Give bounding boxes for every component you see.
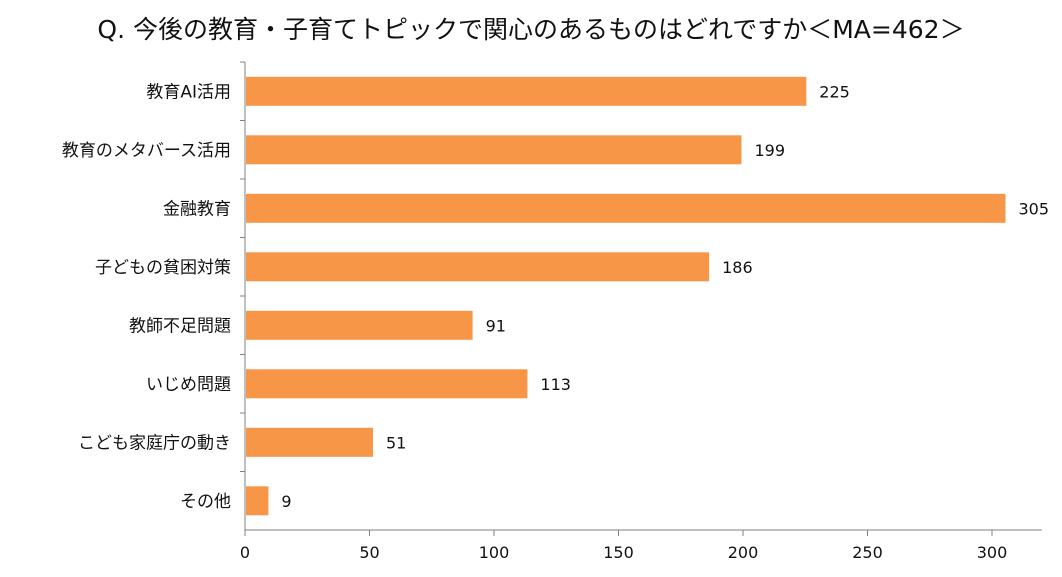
x-tick-label: 200: [728, 543, 759, 562]
x-tick-label: 250: [852, 543, 883, 562]
chart-title: Q. 今後の教育・子育てトピックで関心のあるものはどれですか＜MA=462＞: [97, 15, 965, 44]
category-label: こども家庭庁の動き: [78, 433, 231, 453]
bar: [246, 193, 1006, 223]
x-tick-label: 50: [359, 543, 379, 562]
bar: [246, 252, 710, 282]
value-label: 305: [1019, 199, 1050, 218]
bar: [246, 427, 373, 457]
bar: [246, 310, 473, 340]
value-label: 113: [540, 375, 571, 394]
category-label: いじめ問題: [146, 375, 231, 395]
bar: [246, 135, 742, 165]
bar: [246, 76, 807, 106]
category-label: 子どもの貧困対策: [95, 258, 231, 278]
value-label: 91: [486, 316, 506, 335]
bar: [246, 486, 269, 516]
value-label: 186: [722, 258, 753, 277]
value-label: 51: [386, 433, 406, 452]
category-label: 教育AI活用: [146, 82, 231, 102]
category-label: その他: [180, 492, 231, 512]
category-label: 教師不足問題: [129, 316, 231, 336]
x-tick-label: 150: [603, 543, 634, 562]
category-label: 金融教育: [163, 199, 231, 219]
value-label: 9: [281, 492, 291, 511]
category-label: 教育のメタバース活用: [62, 141, 231, 161]
value-label: 225: [819, 82, 850, 101]
bar: [246, 369, 528, 399]
x-tick-label: 100: [479, 543, 510, 562]
x-tick-label: 0: [240, 543, 250, 562]
value-label: 199: [755, 141, 786, 160]
x-tick-label: 300: [977, 543, 1008, 562]
